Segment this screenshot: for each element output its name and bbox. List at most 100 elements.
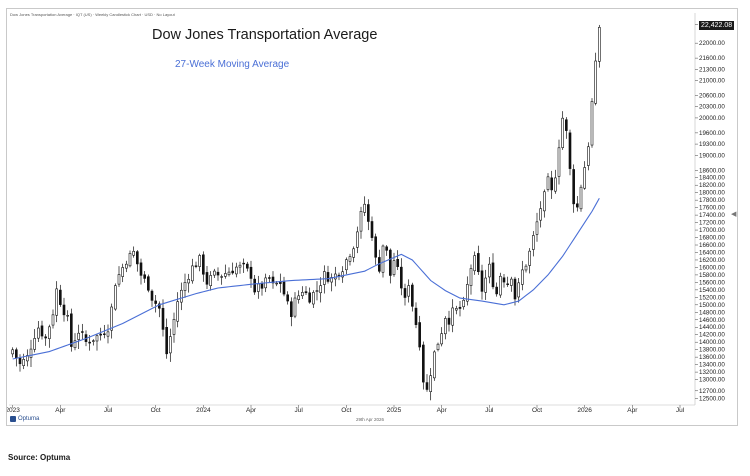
y-tick-label: 20000.00 [699,115,725,122]
candle-body [198,255,201,267]
candle-body [150,290,154,301]
candle-body [15,349,18,358]
candle-body [220,276,223,278]
candle-body [62,304,66,316]
candles-group [11,24,601,401]
candle-body [535,221,539,235]
y-tick-label: 14200.00 [699,332,725,339]
candle-body [528,250,531,266]
candle-body [491,262,495,288]
panel-collapse-handle-icon[interactable]: ◀ [731,211,737,218]
candle-body [238,264,242,268]
candle-body [95,335,99,342]
candle-body [29,348,33,358]
candle-body [308,292,311,303]
candle-body [143,274,146,279]
candle-body [557,147,561,177]
candle-body [253,278,256,293]
candle-body [158,303,161,309]
y-tick-label: 21600.00 [699,55,725,62]
candle-body [462,299,465,308]
candle-body [407,285,410,297]
candle-body [202,254,205,275]
y-tick-label: 17600.00 [699,205,725,212]
chart-frame: 12500.00 12700.00 13000.00 13200.00 13400.00… [6,8,738,426]
candle-body [524,265,528,271]
candle-body [429,375,432,392]
candle-body [165,327,168,355]
candle-body [132,250,135,256]
candle-body [488,263,491,278]
candle-body [172,319,176,335]
moving-average-line [12,198,600,360]
y-tick-label: 13200.00 [699,369,725,376]
x-tick-label: Jul [676,407,685,414]
candle-body [403,288,407,298]
candle-body [539,208,542,221]
x-tick-label: 2026 [577,407,592,414]
candle-body [440,333,443,345]
candle-body [77,332,80,340]
y-tick-label: 22000.00 [699,40,725,47]
candle-body [154,300,157,304]
candle-body [568,132,572,169]
y-tick-label: 13600.00 [699,354,725,361]
candle-body [66,315,69,317]
y-tick-label: 12700.00 [699,388,725,395]
candle-body [513,278,517,300]
candle-body [576,203,579,208]
candle-body [414,307,418,325]
candle-body [205,272,209,285]
candle-body [293,297,297,317]
y-tick-label: 14800.00 [699,309,725,316]
candle-body [400,266,403,289]
candle-body [18,357,22,365]
y-tick-label: 18400.00 [699,175,725,182]
candle-body [480,270,484,292]
candle-body [37,327,40,339]
x-tick-label: Apr [627,407,638,414]
candle-body [359,211,363,232]
y-tick-label: 18000.00 [699,190,725,197]
candle-body [147,276,150,291]
candle-body [411,284,414,307]
candle-body [352,248,355,258]
candle-body [268,277,271,279]
candle-body [510,278,513,286]
x-tick-label: Jul [104,407,113,414]
candle-body [242,262,245,265]
candle-body [396,259,399,267]
candle-body [235,266,238,275]
candle-body [88,341,91,344]
candle-body [345,259,348,271]
candle-body [389,249,392,276]
x-tick-label: Apr [437,407,448,414]
x-tick-label: 2023 [7,407,20,414]
candle-body [312,292,315,305]
candle-body [517,282,520,298]
candle-body [565,119,568,131]
x-tick-label: Apr [246,407,257,414]
candle-body [33,338,36,350]
candle-body [180,289,183,303]
y-tick-label: 15000.00 [699,302,725,309]
candle-body [363,203,366,213]
x-tick-label: Apr [55,407,66,414]
candle-body [451,307,454,326]
candle-body [326,272,330,282]
candle-body [187,278,190,284]
candle-body [139,262,143,276]
y-tick-label: 14600.00 [699,317,725,324]
y-tick-label: 16800.00 [699,235,725,242]
y-tick-label: 21300.00 [699,66,725,73]
y-tick-label: 17400.00 [699,212,725,219]
candle-body [444,318,447,335]
candle-body [590,101,594,146]
candle-body [495,286,498,295]
candle-body [44,336,47,339]
y-tick-label: 14000.00 [699,339,725,346]
candle-body [356,231,359,248]
candle-body [297,295,300,300]
candle-body [290,301,293,317]
